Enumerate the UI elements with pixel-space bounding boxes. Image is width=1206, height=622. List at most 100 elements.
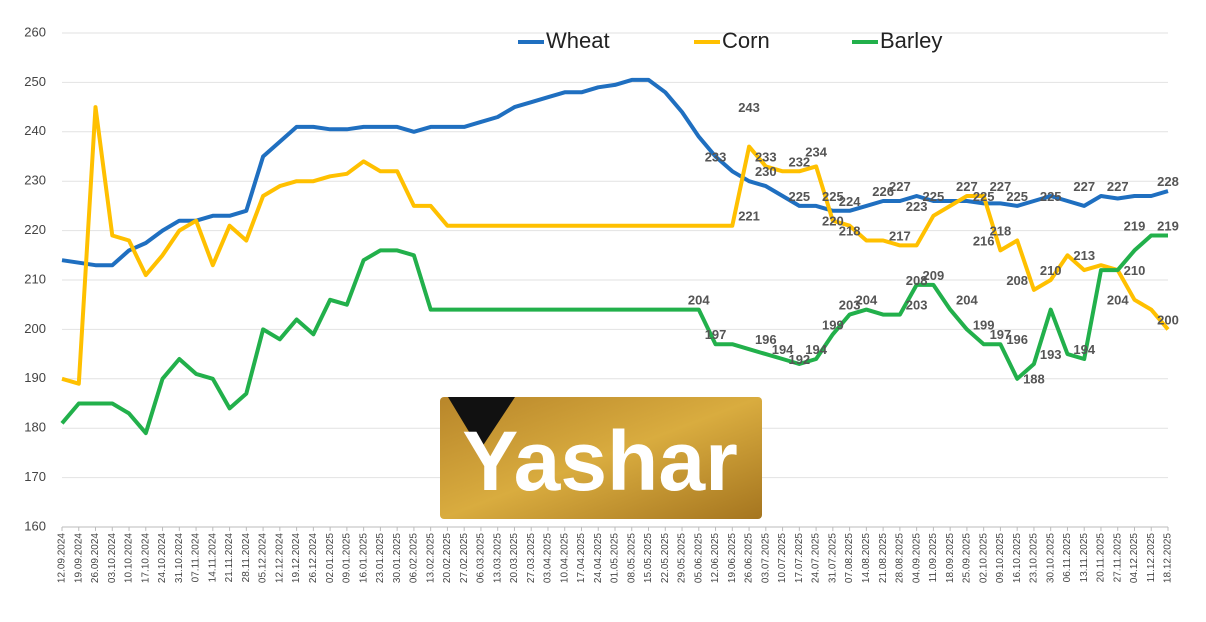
data-label: 221 xyxy=(738,209,760,224)
data-label: 197 xyxy=(990,327,1012,342)
data-label: 227 xyxy=(956,179,978,194)
y-tick-label: 230 xyxy=(24,173,46,188)
x-tick-label: 15.05.2025 xyxy=(643,533,654,583)
data-label: 210 xyxy=(1124,263,1146,278)
logo-text: Yashar xyxy=(462,414,738,508)
data-label: 200 xyxy=(1157,312,1179,327)
x-tick-label: 02.01.2025 xyxy=(325,533,336,583)
x-tick-label: 19.06.2025 xyxy=(727,533,738,583)
data-label: 225 xyxy=(923,189,945,204)
x-tick-label: 18.09.2025 xyxy=(945,533,956,583)
x-tick-label: 27.03.2025 xyxy=(526,533,537,583)
y-tick-label: 210 xyxy=(24,271,46,286)
x-tick-label: 11.09.2025 xyxy=(928,533,939,583)
data-label: 225 xyxy=(822,189,844,204)
x-tick-label: 09.10.2025 xyxy=(995,533,1006,583)
x-tick-label: 20.03.2025 xyxy=(509,533,520,583)
x-tick-label: 10.10.2024 xyxy=(124,533,135,583)
data-label: 233 xyxy=(755,149,777,164)
x-tick-label: 31.07.2025 xyxy=(827,533,838,583)
legend-label: Corn xyxy=(722,28,770,53)
data-label: 224 xyxy=(839,194,861,209)
data-label: 219 xyxy=(1157,219,1179,234)
x-tick-label: 13.03.2025 xyxy=(492,533,503,583)
x-tick-label: 08.05.2025 xyxy=(626,533,637,583)
x-tick-label: 14.08.2025 xyxy=(861,533,872,583)
x-tick-label: 23.01.2025 xyxy=(375,533,386,583)
legend-label: Wheat xyxy=(546,28,610,53)
data-label: 204 xyxy=(688,293,710,308)
x-tick-label: 14.11.2024 xyxy=(207,533,218,583)
x-tick-label: 06.03.2025 xyxy=(476,533,487,583)
data-label: 225 xyxy=(1040,189,1062,204)
data-label: 230 xyxy=(755,164,777,179)
x-tick-label: 29.05.2025 xyxy=(677,533,688,583)
x-tick-label: 23.10.2025 xyxy=(1029,533,1040,583)
data-label: 203 xyxy=(906,298,928,313)
plot xyxy=(60,77,1170,436)
x-tick-label: 21.11.2024 xyxy=(224,533,235,583)
y-tick-label: 170 xyxy=(24,469,46,484)
data-label: 209 xyxy=(923,268,945,283)
data-label: 188 xyxy=(1023,372,1045,387)
data-label: 196 xyxy=(1006,332,1028,347)
x-tick-label: 24.04.2025 xyxy=(593,533,604,583)
data-label: 199 xyxy=(822,317,844,332)
x-tick-label: 05.12.2024 xyxy=(258,533,269,583)
x-tick-label: 03.04.2025 xyxy=(543,533,554,583)
data-label: 192 xyxy=(788,352,810,367)
x-tick-label: 17.10.2024 xyxy=(140,533,151,583)
data-label: 204 xyxy=(956,293,978,308)
x-tick-label: 27.02.2025 xyxy=(459,533,470,583)
x-tick-label: 25.09.2025 xyxy=(962,533,973,583)
x-tick-label: 16.10.2025 xyxy=(1012,533,1023,583)
x-tick-label: 02.10.2025 xyxy=(978,533,989,583)
x-tick-label: 30.10.2025 xyxy=(1045,533,1056,583)
data-label: 220 xyxy=(822,214,844,229)
data-label: 193 xyxy=(1040,347,1062,362)
data-label: 204 xyxy=(856,293,878,308)
data-label: 208 xyxy=(1006,273,1028,288)
data-label: 210 xyxy=(1040,263,1062,278)
x-tick-label: 16.01.2025 xyxy=(358,533,369,583)
logo-box xyxy=(440,397,762,519)
x-tick-label: 07.11.2024 xyxy=(191,533,202,583)
data-label: 208 xyxy=(906,273,928,288)
logo: Yashar xyxy=(440,397,762,519)
logo-mark xyxy=(448,397,515,450)
data-label: 234 xyxy=(805,144,827,159)
data-label: 233 xyxy=(705,149,727,164)
data-label: 194 xyxy=(1073,342,1095,357)
x-tick-label: 31.10.2024 xyxy=(174,533,185,583)
x-tick-label: 24.10.2024 xyxy=(157,533,168,583)
legend: Wheat Corn Barley xyxy=(518,28,942,53)
y-tick-label: 260 xyxy=(24,24,46,39)
y-tick-label: 190 xyxy=(24,370,46,385)
data-label: 232 xyxy=(788,154,810,169)
data-label: 225 xyxy=(973,189,995,204)
x-tick-label: 28.08.2025 xyxy=(895,533,906,583)
x-tick-label: 03.07.2025 xyxy=(760,533,771,583)
data-label: 196 xyxy=(755,332,777,347)
x-tick-label: 26.09.2024 xyxy=(90,533,101,583)
x-tick-label: 20.02.2025 xyxy=(442,533,453,583)
data-label: 203 xyxy=(839,298,861,313)
legend-label: Barley xyxy=(880,28,942,53)
series-line xyxy=(60,233,1168,436)
data-label: 216 xyxy=(973,233,995,248)
series-line xyxy=(61,77,1169,268)
data-label: 227 xyxy=(1073,179,1095,194)
data-label: 218 xyxy=(990,223,1012,238)
x-tick-label: 12.12.2024 xyxy=(274,533,285,583)
x-tick-label: 20.11.2025 xyxy=(1096,533,1107,583)
x-tick-label: 18.12.2025 xyxy=(1163,533,1174,583)
x-tick-label: 19.09.2024 xyxy=(73,533,84,583)
series-line xyxy=(61,105,1170,386)
data-label: 225 xyxy=(1006,189,1028,204)
x-tick-label: 28.11.2024 xyxy=(241,533,252,583)
y-tick-label: 250 xyxy=(24,74,46,89)
data-label: 194 xyxy=(772,342,794,357)
x-tick-label: 01.05.2025 xyxy=(610,533,621,583)
x-tick-label: 26.06.2025 xyxy=(744,533,755,583)
x-tick-label: 04.09.2025 xyxy=(911,533,922,583)
